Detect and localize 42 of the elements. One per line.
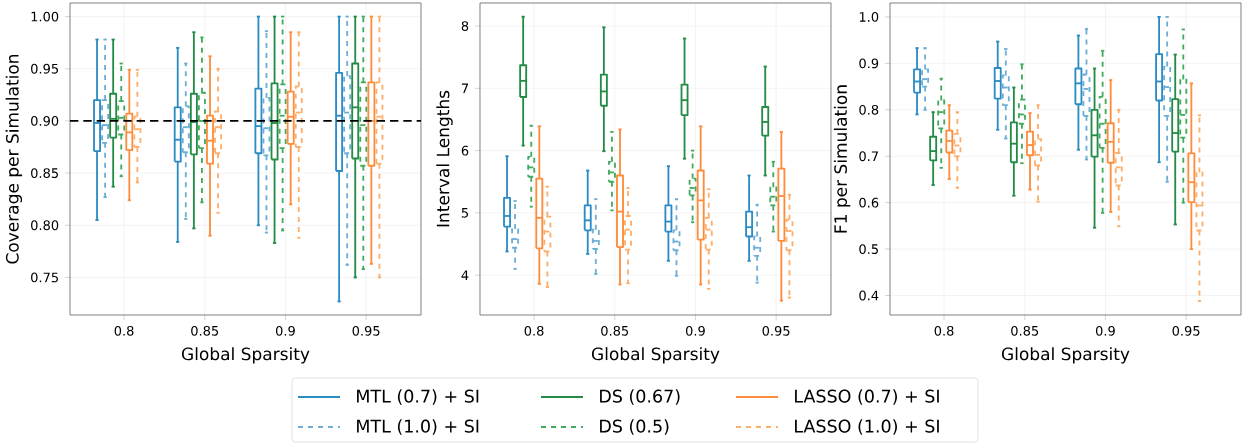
x-tick-label: 0.85 — [191, 325, 219, 336]
y-tick-label: 5 — [461, 208, 468, 218]
legend-label: MTL (0.7) + SI — [357, 389, 479, 405]
x-tick-label: 0.85 — [601, 325, 629, 336]
y-tick-label: 0.75 — [31, 272, 58, 283]
legend-label: DS (0.5) — [600, 419, 669, 435]
x-tick-label: 0.9 — [275, 325, 295, 336]
y-axis-title: Coverage per Simulation — [5, 54, 23, 264]
y-tick-label: 0.6 — [859, 197, 879, 208]
y-tick-label: 0.90 — [31, 116, 59, 126]
y-axis-title: Interval Lengths — [436, 90, 453, 227]
x-axis-title: Global Sparsity — [1001, 347, 1130, 364]
y-tick-label: 0.7 — [859, 151, 878, 162]
legend-label: LASSO (0.7) + SI — [795, 389, 939, 405]
x-tick-label: 0.9 — [685, 325, 705, 336]
y-tick-label: 1.00 — [31, 11, 59, 22]
x-axis-title: Global Sparsity — [181, 347, 310, 364]
y-tick-label: 6 — [461, 145, 469, 156]
y-tick-label: 0.9 — [859, 58, 879, 69]
x-tick-label: 0.85 — [1011, 325, 1039, 336]
y-axis-title: F1 per Simulation — [833, 85, 851, 233]
y-tick-label: 1.0 — [859, 12, 879, 22]
y-tick-label: 0.5 — [859, 244, 878, 254]
y-tick-label: 0.4 — [859, 290, 879, 301]
legend-label: DS (0.67) — [600, 389, 680, 405]
legend-label: LASSO (1.0) + SI — [795, 419, 939, 435]
y-tick-label: 8 — [461, 21, 469, 31]
x-tick-label: 0.8 — [524, 325, 544, 336]
y-tick-label: 0.85 — [31, 168, 58, 179]
y-tick-label: 4 — [461, 270, 469, 280]
x-tick-label: 0.8 — [934, 325, 954, 336]
x-tick-label: 0.8 — [114, 325, 134, 336]
x-tick-label: 0.95 — [762, 325, 790, 336]
y-tick-label: 0.95 — [31, 63, 58, 74]
legend-label: MTL (1.0) + SI — [357, 419, 479, 435]
x-tick-label: 0.9 — [1095, 325, 1115, 336]
y-tick-label: 7 — [461, 83, 468, 94]
x-tick-label: 0.95 — [1172, 325, 1200, 336]
y-tick-label: 0.8 — [859, 104, 879, 115]
x-tick-label: 0.95 — [352, 325, 380, 336]
y-tick-label: 0.80 — [31, 220, 59, 231]
x-axis-title: Global Sparsity — [591, 347, 720, 364]
